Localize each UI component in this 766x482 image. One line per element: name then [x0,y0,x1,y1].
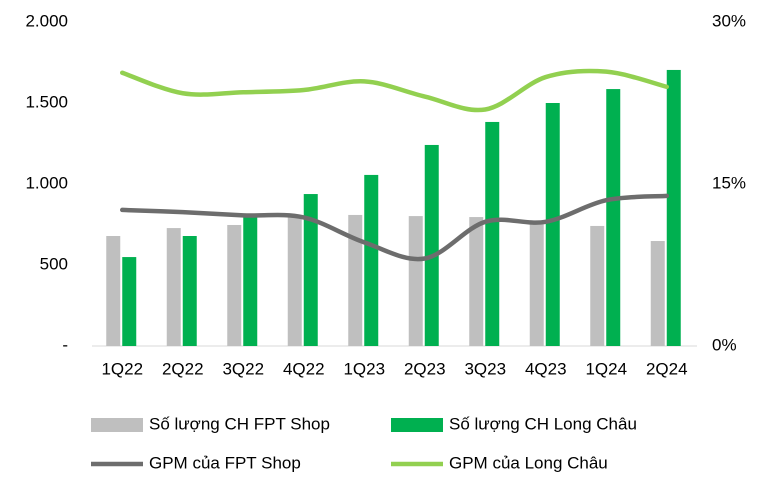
bar [590,225,605,346]
bar [243,214,258,346]
y-tick-label: - [62,335,68,354]
y2-tick-label: 15% [712,173,746,192]
legend-label: GPM của Long Châu [449,453,608,472]
bar [106,236,121,346]
legend-label: Số lượng CH FPT Shop [149,414,330,433]
y2-tick-label: 0% [712,335,737,354]
line [120,68,669,113]
bar [485,121,500,346]
bar [424,144,439,346]
bar [469,217,484,346]
legend-swatch [391,418,443,432]
legend-label: Số lượng CH Long Châu [449,414,637,433]
y-tick-label: 500 [40,254,68,273]
bar [650,241,665,346]
x-tick-label: 4Q23 [525,359,567,378]
x-tick-label: 1Q24 [585,359,627,378]
y-tick-label: 1.000 [25,173,68,192]
bar [529,222,544,346]
x-tick-label: 2Q23 [404,359,446,378]
x-tick-label: 3Q23 [464,359,506,378]
bar [182,236,197,346]
bar [166,228,181,346]
bar [666,69,681,347]
y2-tick-label: 30% [712,11,746,30]
x-tick-label: 2Q24 [646,359,688,378]
bar [227,224,242,346]
bar [408,216,423,346]
bar [303,194,318,346]
bar [122,257,137,346]
legend-label: GPM của FPT Shop [149,453,301,472]
x-tick-label: 1Q22 [101,359,143,378]
line [120,193,669,262]
bar [606,89,621,347]
bar [545,103,560,346]
x-tick-label: 3Q22 [222,359,264,378]
bar [364,174,379,346]
bar [348,214,363,346]
x-tick-label: 1Q23 [343,359,385,378]
legend-swatch [91,418,143,432]
y-tick-label: 1.500 [25,92,68,111]
x-tick-label: 2Q22 [162,359,204,378]
bar [287,217,302,346]
y-tick-label: 2.000 [25,11,68,30]
x-tick-label: 4Q22 [283,359,325,378]
